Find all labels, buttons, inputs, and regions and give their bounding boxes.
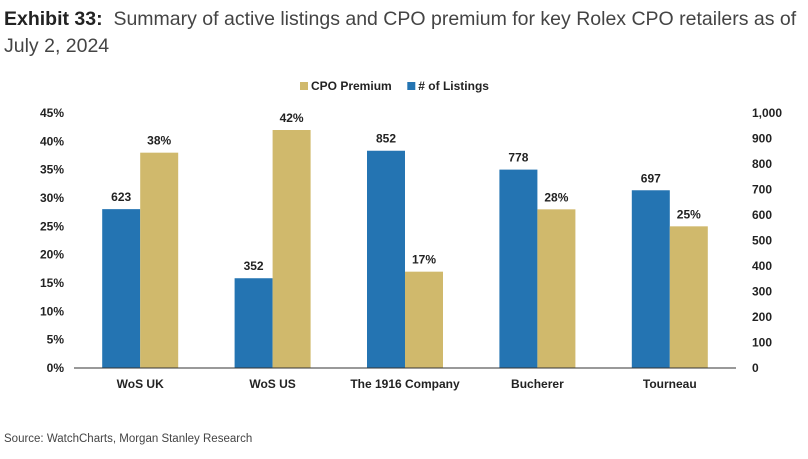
data-label-cpo-4: 28% <box>544 190 568 204</box>
data-label-listings-4: 778 <box>508 151 528 165</box>
legend-swatch-2 <box>407 82 416 90</box>
y-right-tick-label: 100 <box>752 336 772 350</box>
y-right-tick-label: 600 <box>752 208 772 222</box>
data-label-cpo-2: 42% <box>280 111 304 125</box>
data-label-listings-3: 852 <box>376 132 396 146</box>
y-left-tick-label: 20% <box>40 248 64 262</box>
data-label-cpo-1: 38% <box>147 134 171 148</box>
x-tick-label-2: WoS US <box>249 377 295 391</box>
y-right-tick-label: 900 <box>752 132 772 146</box>
data-label-cpo-5: 25% <box>677 207 701 221</box>
y-left-tick-label: 25% <box>40 219 64 233</box>
legend-label-1: CPO Premium <box>311 79 392 93</box>
bar-listings-4 <box>499 169 538 368</box>
y-left-tick-label: 30% <box>40 191 64 205</box>
bar-listings-1 <box>102 209 141 368</box>
bar-listings-5 <box>631 190 670 368</box>
chart-title: Exhibit 33: Summary of active listings a… <box>4 6 802 60</box>
bar-chart: CPO Premium # of Listings 0% 5% 10% 15% 20% 25%… <box>40 79 782 391</box>
x-tick-label-4: Bucherer <box>511 377 564 391</box>
source-note: Source: WatchCharts, Morgan Stanley Rese… <box>4 433 253 445</box>
legend-swatch-1 <box>300 82 308 90</box>
y-left-tick-label: 0% <box>47 361 65 375</box>
exhibit-label: Exhibit 33: <box>4 8 103 30</box>
data-label-listings-1: 623 <box>111 190 131 204</box>
x-tick-label-1: WoS UK <box>117 377 164 391</box>
bar-listings-2 <box>234 278 273 368</box>
y-left-tick-label: 15% <box>40 276 64 290</box>
y-right-tick-label: 1,000 <box>752 106 782 120</box>
bar-cpo-4 <box>537 209 576 368</box>
y-left-tick-label: 40% <box>40 134 64 148</box>
x-tick-label-5: Tourneau <box>643 377 697 391</box>
bar-listings-3 <box>367 150 405 368</box>
bar-cpo-2 <box>272 130 311 368</box>
data-label-cpo-3: 17% <box>412 253 436 267</box>
bar-cpo-3 <box>405 271 443 368</box>
y-right-tick-label: 200 <box>752 310 772 324</box>
title-text: Summary of active listings and CPO premi… <box>4 8 797 57</box>
y-right-tick-label: 0 <box>752 361 759 375</box>
y-left-tick-label: 45% <box>40 106 64 120</box>
bar-cpo-1 <box>140 152 179 368</box>
bar-cpo-5 <box>669 226 708 368</box>
data-label-listings-2: 352 <box>244 259 264 273</box>
y-right-tick-label: 700 <box>752 183 772 197</box>
data-label-listings-5: 697 <box>641 171 661 185</box>
y-left-tick-label: 35% <box>40 163 64 177</box>
y-left-tick-label: 5% <box>47 333 65 347</box>
y-right-tick-label: 500 <box>752 234 772 248</box>
y-right-tick-label: 400 <box>752 259 772 273</box>
x-tick-label-3: The 1916 Company <box>350 377 460 391</box>
y-left-tick-label: 10% <box>40 304 64 318</box>
y-right-tick-label: 300 <box>752 285 772 299</box>
y-right-tick-label: 800 <box>752 157 772 171</box>
legend-label-2: # of Listings <box>418 79 489 93</box>
